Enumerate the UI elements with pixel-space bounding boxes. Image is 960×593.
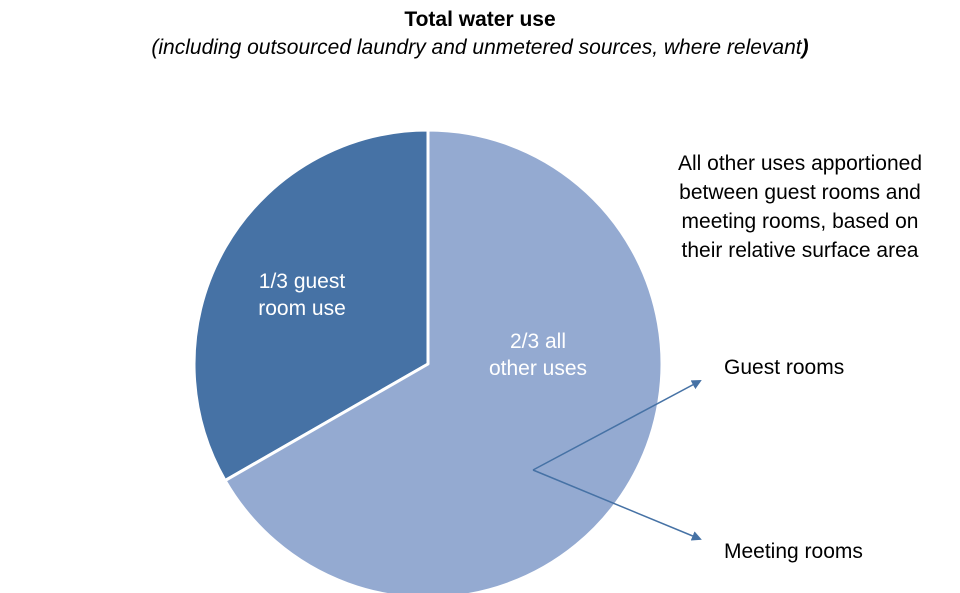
- subtitle-text: (including outsourced laundry and unmete…: [151, 36, 802, 59]
- chart-subtitle: (including outsourced laundry and unmete…: [0, 36, 960, 60]
- slice-label-line: 1/3 guest: [259, 270, 346, 293]
- annotation-note-line: their relative surface area: [682, 239, 919, 262]
- arrow-guest-rooms: [532, 380, 702, 471]
- annotation-note-line: between guest rooms and: [679, 181, 921, 204]
- slice-label-line: other uses: [489, 357, 587, 380]
- chart-title: Total water use: [404, 8, 556, 31]
- pie-slice-2: [223, 128, 664, 593]
- annotation-note: All other uses apportioned between guest …: [678, 152, 922, 262]
- pie-slice-label-2: 2/3 all other uses: [489, 330, 587, 380]
- subtitle-closing-paren: ): [801, 36, 809, 59]
- pie-slice-label-1: 1/3 guest room use: [258, 270, 346, 320]
- annotation-note-line: All other uses apportioned: [678, 152, 922, 175]
- label-guest-rooms: Guest rooms: [724, 356, 844, 379]
- arrow-meeting-rooms: [532, 469, 702, 541]
- label-meeting-rooms: Meeting rooms: [724, 540, 863, 563]
- slice-label-line: room use: [258, 297, 346, 320]
- slice-label-line: 2/3 all: [510, 330, 566, 353]
- annotation-note-line: meeting rooms, based on: [682, 210, 919, 233]
- pie-slice-1: [192, 128, 430, 483]
